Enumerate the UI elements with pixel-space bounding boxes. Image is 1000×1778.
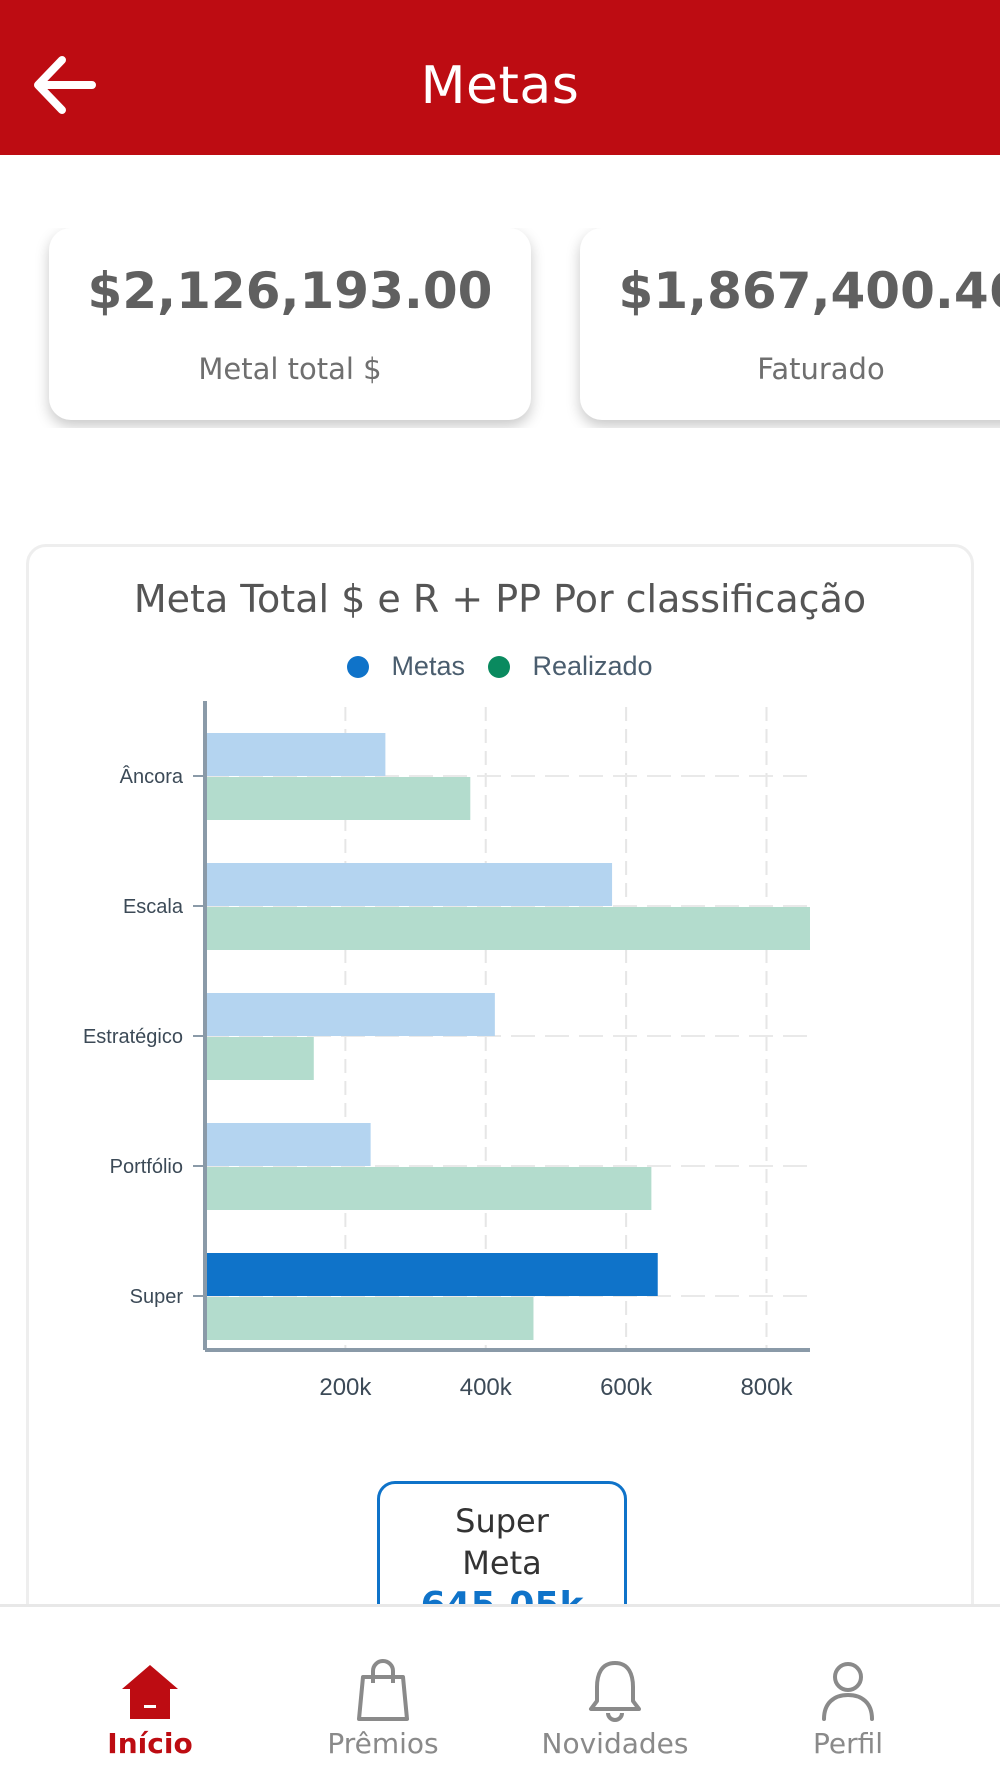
bar-realizado-1 (205, 907, 810, 950)
x-tick-label: 200k (319, 1374, 372, 1401)
invoiced-label: Faturado (757, 352, 885, 386)
x-tick-label: 800k (740, 1374, 793, 1401)
legend-label-metas: Metas (391, 651, 465, 681)
nav-item-inicio[interactable]: Início (40, 1607, 260, 1778)
total-goal-card[interactable]: $2,126,193.00 Metal total $ (49, 228, 531, 420)
chart-title: Meta Total $ e R + PP Por classificação (133, 577, 867, 621)
bar-metas-2 (205, 993, 495, 1036)
total-goal-value: $2,126,193.00 (87, 262, 493, 320)
legend-item-realizado[interactable]: Realizado (488, 651, 653, 682)
nav-label-novidades: Novidades (541, 1727, 689, 1760)
bar-metas-1 (205, 863, 613, 906)
summary-cards: $2,126,193.00 Metal total $ $1,867,400.4… (0, 228, 1000, 428)
bar-chart: Âncora Escala Estratégico Portfólio Super 200… (83, 701, 810, 1401)
app-header: Metas (0, 0, 1000, 155)
nav-item-novidades[interactable]: Novidades (505, 1607, 725, 1778)
invoiced-value: $1,867,400.46 (618, 262, 1000, 320)
invoiced-card[interactable]: $1,867,400.46 Faturado (580, 228, 1000, 420)
bar-realizado-4 (205, 1297, 534, 1340)
nav-item-premios[interactable]: Prêmios (273, 1607, 493, 1778)
nav-item-perfil[interactable]: Perfil (738, 1607, 958, 1778)
chart-legend: Metas Realizado (29, 651, 971, 685)
bar-metas-4 (205, 1253, 658, 1296)
legend-swatch-realizado (488, 655, 511, 678)
nav-label-premios: Prêmios (327, 1727, 439, 1760)
nav-label-perfil: Perfil (812, 1727, 884, 1760)
tooltip-category: Super (455, 1502, 549, 1540)
legend-item-metas[interactable]: Metas (347, 651, 465, 682)
bar-realizado-2 (205, 1037, 314, 1080)
legend-label-realizado: Realizado (532, 651, 653, 681)
legend-swatch-metas (347, 655, 370, 678)
x-tick-label: 600k (600, 1374, 653, 1401)
user-icon (822, 1662, 874, 1721)
y-tick-label: Estratégico (83, 1026, 183, 1048)
arrow-left-icon (34, 56, 96, 114)
x-tick-label: 400k (460, 1374, 513, 1401)
page-title: Metas (420, 56, 580, 116)
chart-card: Meta Total $ e R + PP Por classificação … (26, 544, 974, 1684)
y-tick-label: Super (130, 1286, 184, 1308)
back-button[interactable] (30, 52, 100, 118)
tooltip-series: Meta (462, 1544, 542, 1582)
home-icon (122, 1665, 178, 1719)
bar-metas-3 (205, 1123, 371, 1166)
y-tick-label: Âncora (120, 765, 184, 788)
shopping-bag-icon (357, 1659, 409, 1721)
nav-label-inicio: Início (107, 1727, 193, 1760)
bar-metas-0 (205, 733, 386, 776)
y-tick-label: Portfólio (110, 1156, 183, 1178)
total-goal-label: Metal total $ (198, 352, 382, 386)
y-tick-label: Escala (123, 896, 184, 918)
bar-realizado-0 (205, 777, 471, 820)
bottom-nav: Início Prêmios Novidades Perfil (0, 1604, 1000, 1778)
bar-realizado-3 (205, 1167, 652, 1210)
bell-icon (589, 1661, 641, 1722)
